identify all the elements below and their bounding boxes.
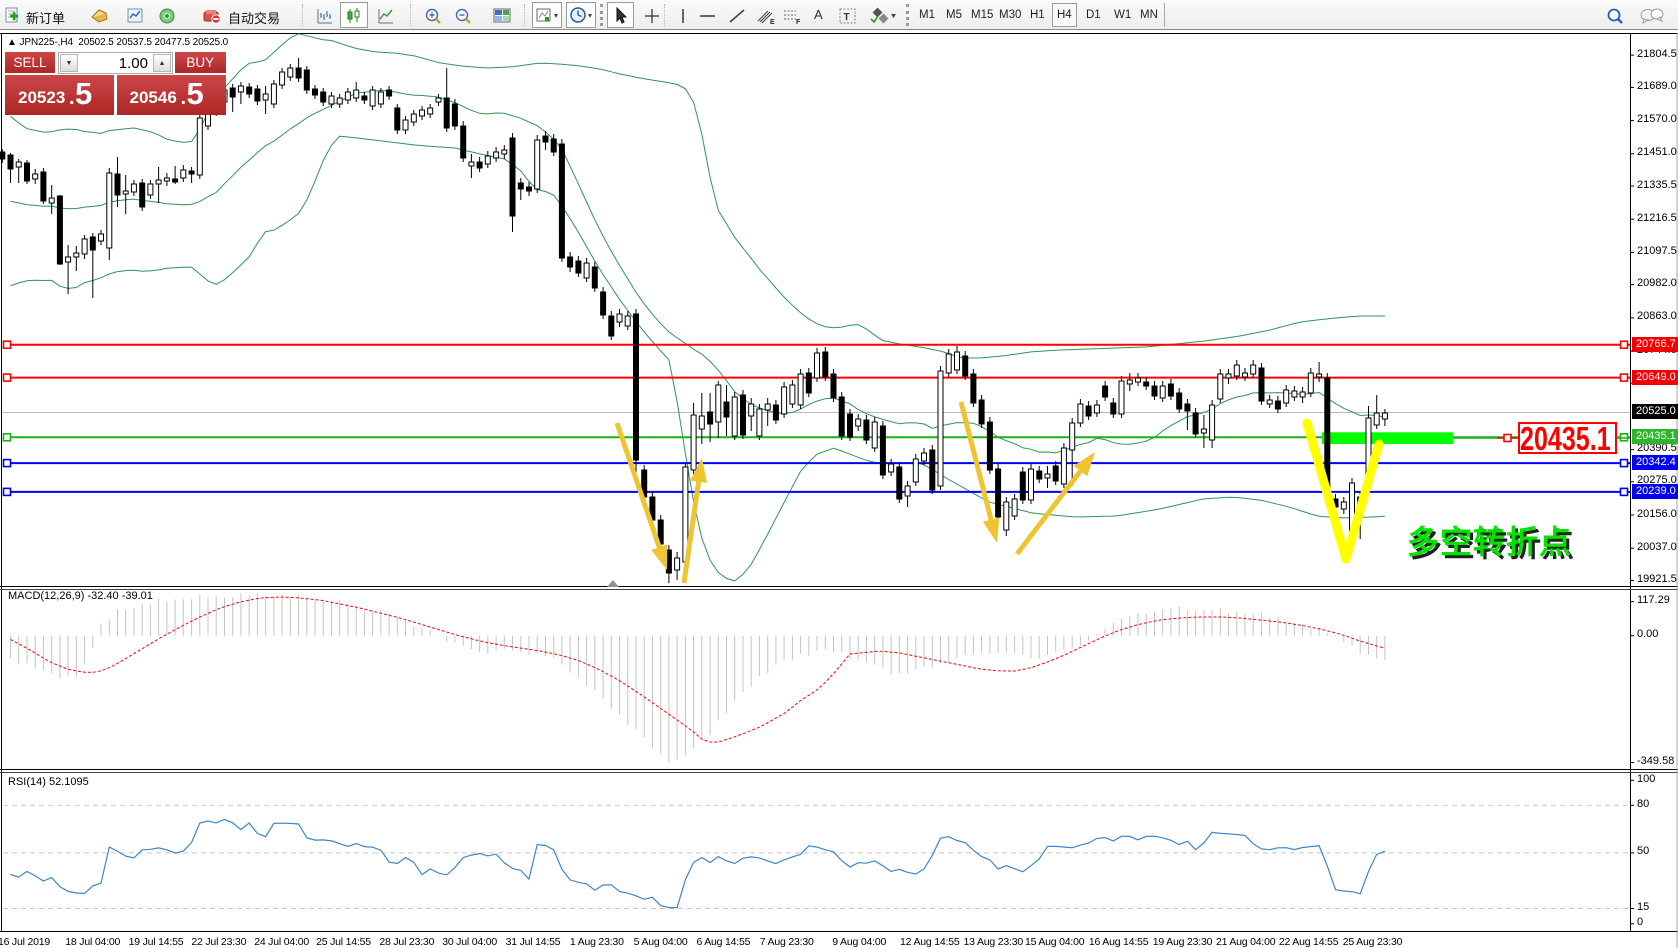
svg-text:T: T xyxy=(844,12,850,23)
svg-text:F: F xyxy=(796,19,801,25)
svg-text:E: E xyxy=(770,19,775,25)
